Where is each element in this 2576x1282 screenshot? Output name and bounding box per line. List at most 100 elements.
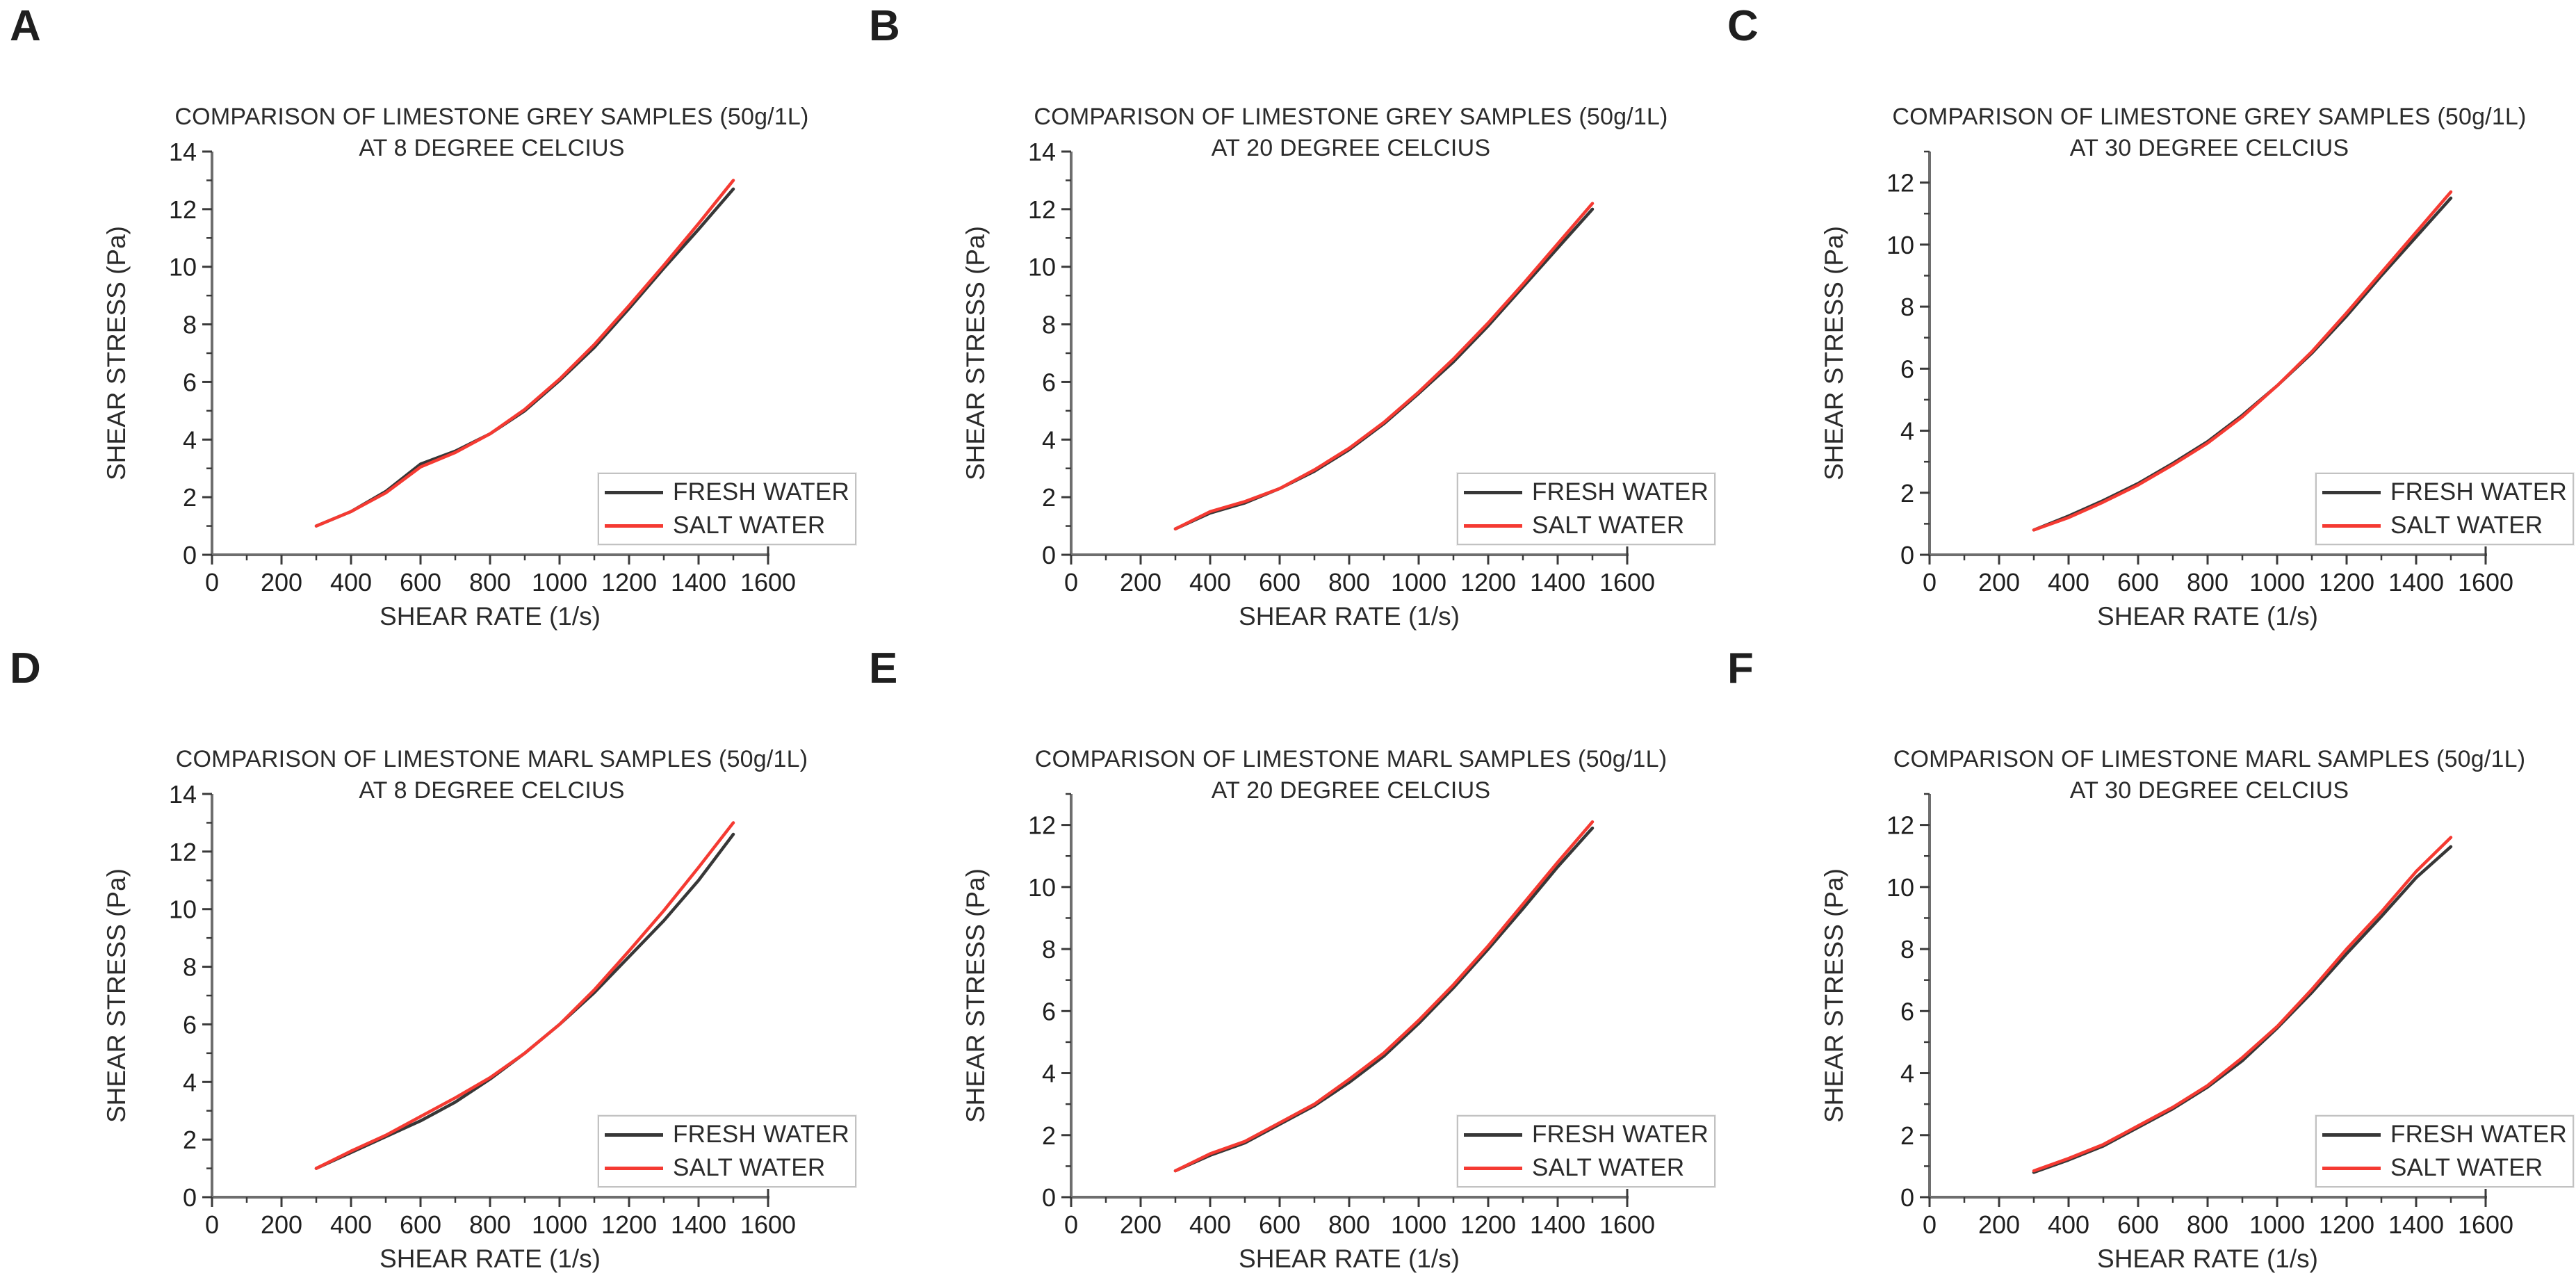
x-axis-label: SHEAR RATE (1/s) [2097,1244,2318,1273]
svg-text:1200: 1200 [601,1210,657,1239]
salt-water-line-swatch [2322,524,2381,528]
svg-text:10: 10 [169,253,197,282]
svg-text:8: 8 [183,311,197,339]
svg-text:1200: 1200 [1460,568,1516,597]
svg-text:8: 8 [1042,935,1056,964]
svg-text:400: 400 [1189,1210,1231,1239]
svg-text:600: 600 [1259,1210,1301,1239]
legend-row-fresh: FRESH WATER [605,478,850,506]
svg-text:400: 400 [2048,568,2089,597]
svg-text:0: 0 [1064,568,1078,597]
plot-svg: 0 200 400 600 800 1000 1200 1400 1600 0 2 4 6 8 10 12 14 [1028,138,1655,597]
svg-text:4: 4 [183,425,197,454]
svg-text:200: 200 [1120,568,1161,597]
legend-row-salt: SALT WATER [1464,1154,1707,1182]
legend-row-salt: SALT WATER [1464,512,1707,539]
plot-svg: 0 200 400 600 800 1000 1200 1400 1600 0 2 4 6 8 10 12 [1028,793,1655,1239]
svg-text:2: 2 [183,1126,197,1154]
svg-text:200: 200 [261,1210,302,1239]
svg-text:0: 0 [1900,1183,1914,1212]
legend-row-fresh: FRESH WATER [1464,478,1709,506]
svg-text:1400: 1400 [2388,1210,2444,1239]
chart-title: COMPARISON OF LIMESTONE MARL SAMPLES (50… [1016,744,1686,806]
panel-letter: E [869,644,899,692]
svg-text:1000: 1000 [1391,1210,1446,1239]
x-axis-label: SHEAR RATE (1/s) [1239,602,1460,631]
svg-text:800: 800 [2187,568,2228,597]
legend-label-fresh: FRESH WATER [673,478,850,505]
svg-text:1000: 1000 [2249,1210,2305,1239]
x-axis-label: SHEAR RATE (1/s) [1239,1244,1460,1273]
svg-text:6: 6 [1042,368,1056,396]
legend: FRESH WATER SALT WATER [2315,473,2574,545]
svg-text:0: 0 [1900,541,1914,569]
svg-text:2: 2 [1900,479,1914,508]
svg-text:0: 0 [1923,1210,1937,1239]
svg-text:1200: 1200 [2319,568,2374,597]
svg-text:0: 0 [183,541,197,569]
svg-text:1200: 1200 [1460,1210,1516,1239]
chart-title-line2: AT 30 DEGREE CELCIUS [2069,135,2349,161]
svg-text:2: 2 [183,483,197,512]
svg-text:0: 0 [1923,568,1937,597]
svg-text:12: 12 [169,195,197,224]
chart-title-line2: AT 20 DEGREE CELCIUS [1211,135,1491,161]
svg-text:600: 600 [2117,1210,2159,1239]
svg-text:0: 0 [183,1183,197,1212]
svg-text:10: 10 [1886,873,1914,902]
x-axis-label: SHEAR RATE (1/s) [380,1244,601,1273]
svg-text:1600: 1600 [2458,568,2513,597]
svg-text:8: 8 [1900,293,1914,321]
svg-text:200: 200 [1978,568,2020,597]
svg-text:12: 12 [1028,195,1056,224]
svg-text:12: 12 [1028,811,1056,840]
legend-label-salt: SALT WATER [673,1154,826,1181]
svg-text:1400: 1400 [671,568,726,597]
legend-label-fresh: FRESH WATER [2390,1121,2568,1148]
panel-e: E COMPARISON OF LIMESTONE MARL SAMPLES (… [859,642,1718,1282]
svg-text:800: 800 [2187,1210,2228,1239]
salt-water-line-swatch [2322,1166,2381,1170]
panel-letter: A [10,2,42,50]
svg-text:2: 2 [1900,1121,1914,1150]
svg-text:200: 200 [1978,1210,2020,1239]
legend-label-salt: SALT WATER [2390,1154,2543,1181]
chart-title: COMPARISON OF LIMESTONE MARL SAMPLES (50… [1874,744,2545,806]
panel-letter: F [1727,644,1754,692]
panel-letter: D [10,644,42,692]
legend-label-fresh: FRESH WATER [673,1121,850,1148]
panel-letter: B [869,2,901,50]
fresh-water-line-swatch [2322,1133,2381,1137]
svg-text:1400: 1400 [1530,1210,1585,1239]
svg-text:600: 600 [2117,568,2159,597]
plot-svg: 0 200 400 600 800 1000 1200 1400 1600 0 2 4 6 8 10 12 [1886,150,2513,597]
legend-label-salt: SALT WATER [2390,512,2543,539]
svg-text:400: 400 [330,1210,372,1239]
svg-text:1600: 1600 [740,568,796,597]
svg-text:6: 6 [1900,355,1914,383]
svg-text:1600: 1600 [1599,568,1655,597]
legend-row-fresh: FRESH WATER [1464,1121,1709,1149]
chart-title: COMPARISON OF LIMESTONE GREY SAMPLES (50… [1874,102,2545,164]
panel-c: C COMPARISON OF LIMESTONE GREY SAMPLES (… [1718,0,2576,640]
chart-title: COMPARISON OF LIMESTONE GREY SAMPLES (50… [156,102,827,164]
chart-title: COMPARISON OF LIMESTONE MARL SAMPLES (50… [156,744,827,806]
chart-title-line1: COMPARISON OF LIMESTONE GREY SAMPLES (50… [1034,104,1668,130]
legend-label-fresh: FRESH WATER [1532,1121,1709,1148]
legend-row-salt: SALT WATER [2322,1154,2566,1182]
svg-text:4: 4 [1042,425,1056,454]
fresh-water-line-swatch [1464,490,1522,494]
legend-label-salt: SALT WATER [1532,512,1685,539]
panel-d: D COMPARISON OF LIMESTONE MARL SAMPLES (… [0,642,858,1282]
svg-text:1200: 1200 [601,568,657,597]
svg-text:1400: 1400 [2388,568,2444,597]
svg-text:10: 10 [1028,873,1056,902]
plot-svg: 0 200 400 600 800 1000 1200 1400 1600 0 2 4 6 8 10 12 [1886,793,2513,1239]
chart-title-line1: COMPARISON OF LIMESTONE MARL SAMPLES (50… [175,746,808,772]
svg-text:0: 0 [205,1210,219,1239]
svg-text:10: 10 [1028,253,1056,282]
svg-text:6: 6 [1042,997,1056,1025]
svg-text:0: 0 [1064,1210,1078,1239]
fresh-water-line-swatch [1464,1133,1522,1137]
